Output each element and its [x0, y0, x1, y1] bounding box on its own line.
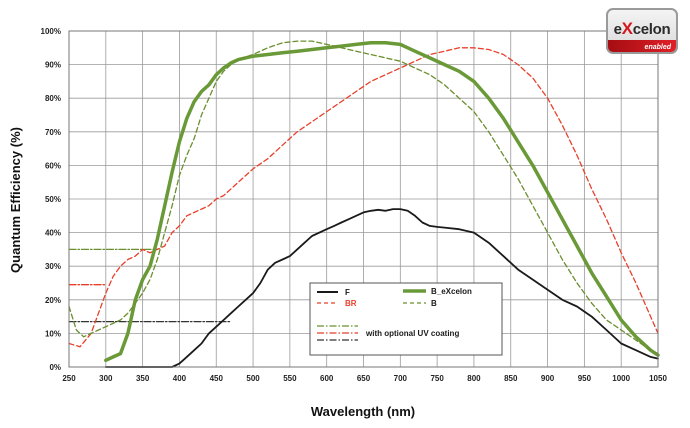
logo-x-letter: X [621, 19, 633, 38]
x-tick-label: 1050 [649, 374, 667, 383]
x-tick-label: 900 [541, 374, 555, 383]
x-tick-label: 300 [99, 374, 113, 383]
x-tick-label: 850 [504, 374, 518, 383]
logo-prefix: e [613, 21, 622, 38]
y-tick-label: 50% [45, 195, 61, 204]
y-tick-label: 70% [45, 128, 61, 137]
x-tick-label: 1000 [612, 374, 630, 383]
y-tick-label: 10% [45, 329, 61, 338]
legend-label-br: BR [345, 299, 357, 308]
y-tick-label: 20% [45, 296, 61, 305]
x-axis-title: Wavelength (nm) [311, 404, 415, 419]
y-axis-title: Quantum Efficiency (%) [8, 127, 23, 273]
legend-label-b-excelon: B_eXcelon [431, 287, 472, 296]
legend-label-f: F [345, 288, 350, 297]
x-tick-label: 600 [320, 374, 334, 383]
logo-strip [608, 40, 676, 52]
excelon-logo: eXcelon enabled [606, 8, 678, 54]
y-tick-label: 30% [45, 262, 61, 271]
x-tick-label: 800 [467, 374, 481, 383]
logo-suffix: celon [632, 21, 671, 38]
legend-label-b: B [431, 299, 437, 308]
series-line-b-3 [68, 40, 659, 355]
x-tick-label: 950 [578, 374, 592, 383]
series-line-b-excelon-2 [104, 41, 660, 363]
y-tick-label: 100% [41, 27, 61, 36]
y-tick-label: 60% [45, 161, 61, 170]
x-tick-label: 400 [173, 374, 187, 383]
x-tick-label: 500 [246, 374, 260, 383]
x-tick-label: 650 [357, 374, 371, 383]
series-line-br-1 [68, 47, 659, 348]
x-tick-label: 700 [394, 374, 408, 383]
logo-wordmark: eXcelon [608, 19, 676, 39]
series-group [68, 40, 660, 368]
x-tick-label: 750 [430, 374, 444, 383]
x-tick-label: 350 [136, 374, 150, 383]
legend-label-uv: with optional UV coating [365, 329, 459, 338]
y-tick-label: 40% [45, 229, 61, 238]
y-tick-label: 80% [45, 94, 61, 103]
x-tick-label: 450 [210, 374, 224, 383]
legend: F B_eXcelon BR B with optional UV coatin… [309, 282, 503, 356]
x-tick-label: 550 [283, 374, 297, 383]
y-tick-label: 90% [45, 61, 61, 70]
x-tick-label: 250 [62, 374, 76, 383]
y-tick-labels: 0% 10% 20% 30% 40% 50% 60% 70% 80% 90% 100% [41, 27, 61, 372]
logo-subtitle: enabled [644, 44, 671, 51]
x-tick-labels: 250 300 350 400 450 500 550 600 650 700 750 800 850 9… [62, 374, 667, 383]
legend-box [309, 282, 503, 356]
plot-frame [68, 30, 659, 368]
series-line-f-0 [104, 208, 659, 368]
y-tick-label: 0% [49, 363, 61, 372]
